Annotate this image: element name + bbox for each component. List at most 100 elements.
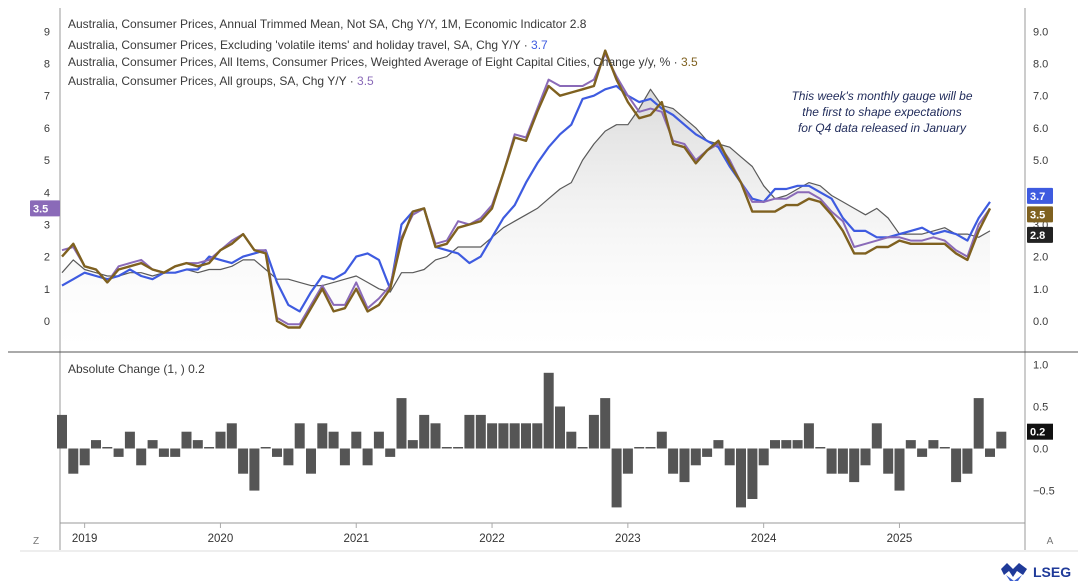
change-bar — [396, 398, 407, 449]
x-tick-label: 2023 — [615, 533, 641, 545]
change-bar — [668, 448, 679, 474]
y-left-tick-label: 0 — [44, 316, 50, 328]
lower-y-tick-label: 0.5 — [1033, 401, 1048, 413]
svg-text:Australia, Consumer Prices, An: Australia, Consumer Prices, Annual Trimm… — [68, 17, 587, 31]
change-bar — [453, 447, 464, 449]
change-bar — [385, 448, 396, 457]
y-left-tick-label: 3 — [44, 219, 50, 231]
x-tick-label: 2019 — [72, 533, 98, 545]
change-bar — [328, 431, 339, 449]
change-bar — [306, 448, 316, 474]
change-bar — [57, 414, 67, 449]
ex-volatile-badge: 3.7 — [1027, 187, 1053, 204]
change-bar — [996, 431, 1007, 449]
lower-legend: Absolute Change (1, ) 0.2 — [68, 362, 205, 376]
footer: Z A LSEG — [33, 536, 1071, 581]
svg-text:2.8: 2.8 — [1030, 230, 1045, 242]
change-bar — [634, 447, 645, 449]
change-bar — [464, 414, 475, 449]
change-bar — [792, 440, 803, 449]
x-tick-label: 2021 — [343, 533, 369, 545]
lower-y-tick-label: 1.0 — [1033, 359, 1048, 371]
y-right-tick-label: 0.0 — [1033, 316, 1048, 328]
y-right-tick-label: 9.0 — [1033, 26, 1048, 38]
lseg-logo-icon — [1001, 563, 1027, 581]
change-bar — [826, 448, 837, 474]
change-bar — [351, 431, 362, 449]
y-right-tick-label: 1.0 — [1033, 284, 1048, 296]
change-bar — [713, 440, 724, 449]
svg-text:Australia, Consumer Prices, Al: Australia, Consumer Prices, All Items, C… — [68, 55, 698, 69]
svg-text:0.2: 0.2 — [1030, 427, 1045, 439]
change-bar — [973, 398, 984, 449]
change-bar — [736, 448, 746, 508]
change-bar — [521, 423, 531, 449]
change-bar — [509, 423, 520, 449]
change-bar — [79, 448, 90, 466]
change-bar — [543, 372, 554, 449]
ex-volatile-line — [61, 84, 991, 313]
change-bar — [362, 448, 373, 466]
lower-y-tick-label: 0.0 — [1033, 444, 1048, 456]
chart-annotation: This week's monthly gauge will be the fir… — [791, 89, 972, 135]
change-bar — [849, 448, 860, 483]
svg-text:3.5: 3.5 — [33, 203, 48, 215]
change-bar — [430, 423, 441, 449]
absolute-change-bars: 0.2 — [57, 372, 1053, 508]
a-button-label: A — [1047, 536, 1054, 547]
z-button[interactable]: Z — [33, 536, 39, 547]
change-bar — [871, 423, 882, 449]
y-left-tick-label: 6 — [44, 123, 50, 135]
change-bar — [136, 448, 147, 466]
legend-series-2-value: 3.7 — [531, 38, 548, 52]
change-bar — [837, 448, 848, 474]
change-bar — [91, 440, 101, 449]
change-bar — [611, 448, 622, 508]
lower-legend-label: Absolute Change (1, ) — [68, 362, 185, 376]
change-bar — [588, 414, 599, 449]
legend-series-4-label: Australia, Consumer Prices, All groups, … — [68, 74, 347, 88]
svg-text:3.5: 3.5 — [1030, 209, 1045, 221]
change-bar — [68, 448, 79, 474]
svg-text:Australia, Consumer Prices, Al: Australia, Consumer Prices, All groups, … — [68, 74, 374, 88]
change-bar — [555, 406, 565, 449]
all-groups-left-badge: 3.5 — [30, 200, 60, 217]
change-bar — [702, 448, 713, 457]
x-tick-label: 2020 — [208, 533, 234, 545]
x-tick-label: 2022 — [479, 533, 505, 545]
y-left-tick-label: 5 — [44, 155, 50, 167]
change-bar — [679, 448, 690, 483]
change-bar — [441, 447, 452, 449]
change-bar — [747, 448, 758, 499]
change-bar — [781, 440, 792, 449]
change-bar — [272, 448, 282, 457]
change-bar — [758, 448, 769, 466]
change-bar — [158, 448, 169, 457]
svg-text:3.7: 3.7 — [1030, 191, 1045, 203]
legend-series-1-value: 2.8 — [570, 17, 587, 31]
y-left-tick-label: 8 — [44, 59, 50, 71]
change-bar — [566, 431, 577, 449]
lower-axis-ticks: 1.0 0.5 0.0 −0.5 — [1033, 359, 1055, 497]
change-bar — [917, 448, 928, 457]
change-bar — [770, 440, 780, 449]
change-bar — [645, 447, 656, 449]
change-bar — [294, 423, 305, 449]
change-bar — [939, 447, 950, 449]
change-bar — [238, 448, 249, 474]
change-bar — [803, 423, 814, 449]
legend: Australia, Consumer Prices, Annual Trimm… — [68, 17, 698, 88]
change-bar — [690, 448, 701, 466]
change-bar — [498, 423, 509, 449]
weighted-average-line — [61, 49, 992, 329]
change-bar — [260, 447, 271, 449]
change-bar — [339, 448, 350, 466]
change-bar — [475, 414, 486, 449]
change-bar — [181, 431, 192, 449]
change-bar — [487, 423, 498, 449]
change-bar — [883, 448, 894, 474]
a-button[interactable]: A — [1047, 536, 1054, 547]
trimmed-mean-fill — [62, 89, 990, 351]
change-bar — [419, 414, 430, 449]
